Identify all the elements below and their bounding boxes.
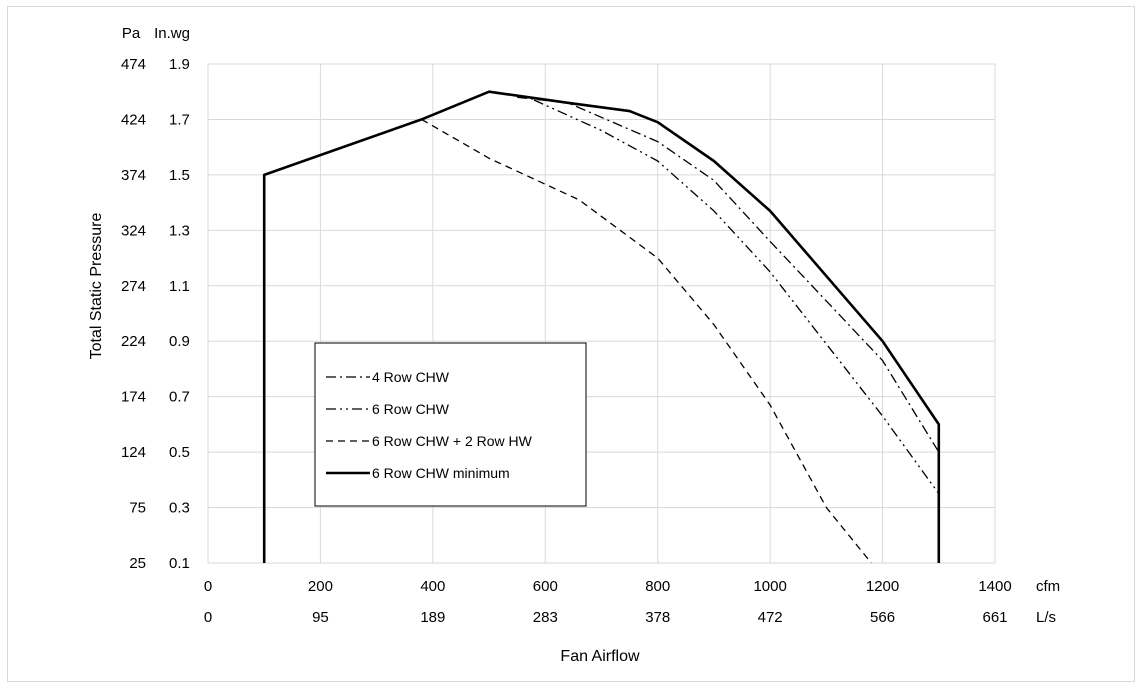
y-tick-label-secondary: 75 <box>129 500 146 517</box>
x-tick-label-primary: 1200 <box>866 578 899 595</box>
x-tick-label-primary: 0 <box>204 578 212 595</box>
x-tick-label-secondary: 0 <box>204 609 212 626</box>
y-tick-label-primary: 0.5 <box>169 444 190 461</box>
y-tick-label-secondary: 324 <box>121 222 146 239</box>
grid-lines <box>207 63 996 564</box>
series-line-2 <box>533 99 940 495</box>
legend-label-3: 6 Row CHW + 2 Row HW <box>372 433 533 449</box>
x-tick-label-secondary: 566 <box>870 609 895 626</box>
x-tick-label-primary: 600 <box>533 578 558 595</box>
y-tick-label-secondary: 274 <box>121 278 146 295</box>
y-tick-label-secondary: 374 <box>121 167 146 184</box>
x-unit-secondary: L/s <box>1036 609 1056 626</box>
y-tick-label-primary: 1.1 <box>169 278 190 295</box>
y-tick-label-primary: 0.3 <box>169 500 190 517</box>
y-tick-label-primary: 1.3 <box>169 222 190 239</box>
legend: 4 Row CHW 6 Row CHW 6 Row CHW + 2 Row HW 6 … <box>314 342 587 507</box>
x-tick-label-primary: 800 <box>645 578 670 595</box>
x-unit-primary: cfm <box>1036 578 1060 595</box>
y-tick-label-secondary: 424 <box>121 111 146 128</box>
series-line-1 <box>517 96 940 453</box>
y-unit-primary: In.wg <box>154 25 190 42</box>
x-tick-label-secondary: 95 <box>312 609 329 626</box>
y-tick-label-secondary: 474 <box>121 56 146 73</box>
y-unit-secondary: Pa <box>122 25 141 42</box>
y-tick-label-secondary: 124 <box>121 444 146 461</box>
series-line-3 <box>421 118 872 564</box>
x-tick-label-secondary: 472 <box>758 609 783 626</box>
x-tick-label-secondary: 189 <box>420 609 445 626</box>
y-tick-label-primary: 0.9 <box>169 333 190 350</box>
legend-box <box>314 342 587 507</box>
x-tick-label-secondary: 283 <box>533 609 558 626</box>
x-tick-label-primary: 200 <box>308 578 333 595</box>
y-tick-label-secondary: 224 <box>121 333 146 350</box>
legend-label-2: 6 Row CHW <box>372 401 450 417</box>
series-line-4 <box>262 90 941 563</box>
x-tick-label-secondary: 378 <box>645 609 670 626</box>
y-tick-label-primary: 1.5 <box>169 167 190 184</box>
x-axis-title: Fan Airflow <box>560 648 640 665</box>
legend-label-1: 4 Row CHW <box>372 369 450 385</box>
series-lines <box>262 90 941 564</box>
y-tick-label-primary: 0.1 <box>169 555 190 572</box>
x-tick-label-secondary: 661 <box>982 609 1007 626</box>
y-tick-label-primary: 1.9 <box>169 56 190 73</box>
x-tick-label-primary: 400 <box>420 578 445 595</box>
x-tick-labels: 0 0 200 95 400 189 600 283 800 378 1000 472 1200 566 1… <box>204 578 1012 626</box>
y-tick-labels: 25 0.1 75 0.3 124 0.5 174 0.7 224 0.9 274 1.1 324 1.3… <box>121 56 190 572</box>
x-tick-label-primary: 1400 <box>978 578 1011 595</box>
y-tick-label-secondary: 174 <box>121 389 146 406</box>
y-axis-title: Total Static Pressure <box>88 213 105 360</box>
y-tick-label-primary: 1.7 <box>169 111 190 128</box>
y-tick-label-secondary: 25 <box>129 555 146 572</box>
legend-label-4: 6 Row CHW minimum <box>372 465 510 481</box>
x-tick-label-primary: 1000 <box>753 578 786 595</box>
y-tick-label-primary: 0.7 <box>169 389 190 406</box>
